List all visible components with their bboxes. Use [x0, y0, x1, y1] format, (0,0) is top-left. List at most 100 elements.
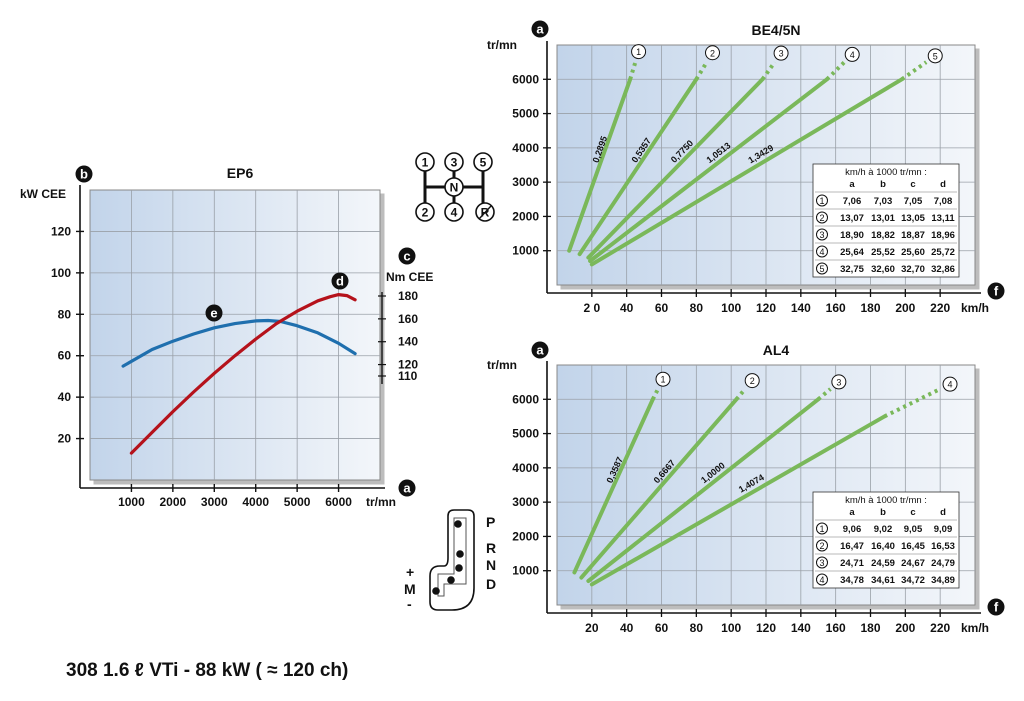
auto-shift-detent-dot [455, 564, 463, 572]
al4-badge-y: a [536, 343, 544, 358]
al4-x-tick-label: 200 [895, 621, 915, 635]
ep6-y-tick-label: 80 [58, 307, 72, 321]
al4-gear-2-marker-circle [744, 373, 760, 389]
be45n-x-tick-label: 120 [756, 301, 776, 315]
ep6-power-curve [121, 318, 357, 368]
al4-table-col: b [880, 507, 886, 518]
ep6-y-tick-label: 40 [58, 390, 72, 404]
auto-shift-minus: - [407, 596, 412, 612]
auto-shift-detent-dot [432, 587, 440, 595]
al4-x-tick-label: 80 [690, 621, 704, 635]
auto-shift-pos-P: P [486, 514, 495, 530]
be45n-gear-3-marker-circle [773, 45, 789, 61]
be45n-table-cell: 18,90 [840, 230, 864, 241]
al4-x-tick-label: 60 [655, 621, 669, 635]
be45n-table-gear-3-circle [816, 228, 828, 241]
ep6-y-tick-label: 100 [51, 266, 71, 280]
be45n-gear-3-line [586, 77, 765, 260]
be45n-table-cell: 25,64 [840, 247, 864, 258]
be45n-table-col: a [849, 179, 855, 190]
ep6-badge-y2: c [403, 249, 410, 264]
ep6-y-tick-label: 60 [58, 349, 72, 363]
be45n-x-tick-label: 40 [620, 301, 634, 315]
ep6-badge-y-circle [75, 165, 93, 183]
auto-shift-detent-dot [456, 550, 464, 558]
ep6-title: EP6 [227, 165, 254, 181]
al4-y-tick-label: 5000 [512, 427, 539, 441]
be45n-x-tick-label: 2 0 [583, 301, 600, 315]
be45n-table-gear-5-circle [816, 262, 828, 275]
ep6-y-tick-label: 120 [51, 224, 71, 238]
al4-table-cell: 24,59 [871, 558, 895, 569]
manual-shift-gear-4: 4 [451, 206, 458, 220]
al4-y-tick-label: 4000 [512, 461, 539, 475]
al4-table-cell: 9,09 [934, 524, 953, 535]
be45n-table-cell: 25,52 [871, 247, 895, 258]
al4-x-tick-label: 220 [930, 621, 950, 635]
al4-table-cell: 9,02 [874, 524, 893, 535]
be45n-table-cell: 7,08 [934, 196, 953, 207]
be45n-gear-5-line [589, 77, 904, 267]
ep6-y-tick-label: 20 [58, 432, 72, 446]
al4-gear-1-line [572, 397, 655, 575]
be45n-gearbox-chart: 2 0 40 60 80 100 120 140 160 180 200 2201000200030… [487, 20, 1005, 315]
be45n-gear-2-dotted [694, 61, 709, 81]
be45n-y-tick-label: 2000 [512, 209, 539, 223]
be45n-x-tick-label: 160 [826, 301, 846, 315]
be45n-table-cell: 18,82 [871, 230, 895, 241]
be45n-table-gear-4: 4 [819, 247, 824, 257]
al4-table-cell: 16,47 [840, 541, 864, 552]
be45n-gear-3-marker: 3 [779, 49, 784, 59]
al4-table-cell: 9,06 [843, 524, 862, 535]
be45n-table-cell: 25,72 [931, 247, 955, 258]
ep6-y2-tick-label: 140 [398, 335, 418, 349]
al4-table-gear-2-circle [816, 539, 828, 552]
be45n-y-label: tr/mn [487, 38, 517, 52]
be45n-table-gear-4-circle [816, 245, 828, 258]
manual-shift-pattern: 135N24R [415, 152, 495, 222]
manual-shift-gear-5: 5 [480, 156, 487, 170]
al4-table-cell: 24,71 [840, 558, 864, 569]
ep6-badge-y2-circle [398, 247, 416, 265]
be45n-gear-1-marker-circle [631, 44, 647, 60]
be45n-gear-4-line [588, 77, 829, 263]
manual-shift-gear-2-circle [415, 202, 435, 222]
ep6-x-tick-label: 4000 [242, 495, 269, 509]
be45n-table-gear-1: 1 [819, 196, 824, 206]
al4-gear-4-marker-circle [942, 376, 958, 392]
al4-badge-y-circle [531, 341, 549, 359]
ep6-badge-power: e [210, 306, 217, 321]
be45n-table-col: c [910, 179, 915, 190]
al4-y-tick-label: 2000 [512, 529, 539, 543]
manual-shift-gear-1: 1 [422, 156, 429, 170]
be45n-table-gear-5: 5 [819, 264, 824, 274]
ep6-x-tick-label: 6000 [325, 495, 352, 509]
al4-gear-3-marker: 3 [836, 377, 841, 387]
al4-gear-4-marker: 4 [948, 380, 953, 390]
al4-table-header: km/h à 1000 tr/mn : [845, 495, 927, 506]
al4-gear-3-line [586, 397, 821, 583]
ep6-x-label: tr/mn [366, 495, 396, 509]
al4-table-cell: 34,89 [931, 575, 955, 586]
be45n-x-tick-label: 140 [791, 301, 811, 315]
auto-shift-m: M [404, 581, 416, 597]
be45n-table-gear-3: 3 [819, 230, 824, 240]
be45n-gear-1-marker: 1 [636, 47, 641, 57]
be45n-table-cell: 7,05 [904, 196, 923, 207]
be45n-table-cell: 13,05 [901, 213, 925, 224]
manual-shift-reverse-slash [478, 205, 492, 220]
al4-x-label: km/h [961, 621, 989, 635]
be45n-table-gear-1-circle [816, 194, 828, 207]
ep6-y-label: kW CEE [20, 187, 66, 201]
be45n-table-cell: 18,87 [901, 230, 925, 241]
al4-x-tick-label: 40 [620, 621, 634, 635]
al4-table-gear-4: 4 [819, 575, 824, 585]
al4-table-gear-3: 3 [819, 558, 824, 568]
al4-y-tick-label: 3000 [512, 495, 539, 509]
ep6-y2-tick-label: 110 [398, 369, 418, 383]
al4-y-tick-label: 1000 [512, 564, 539, 578]
be45n-table-cell: 13,07 [840, 213, 864, 224]
al4-table-cell: 24,67 [901, 558, 925, 569]
ep6-badge-x: a [403, 481, 411, 496]
